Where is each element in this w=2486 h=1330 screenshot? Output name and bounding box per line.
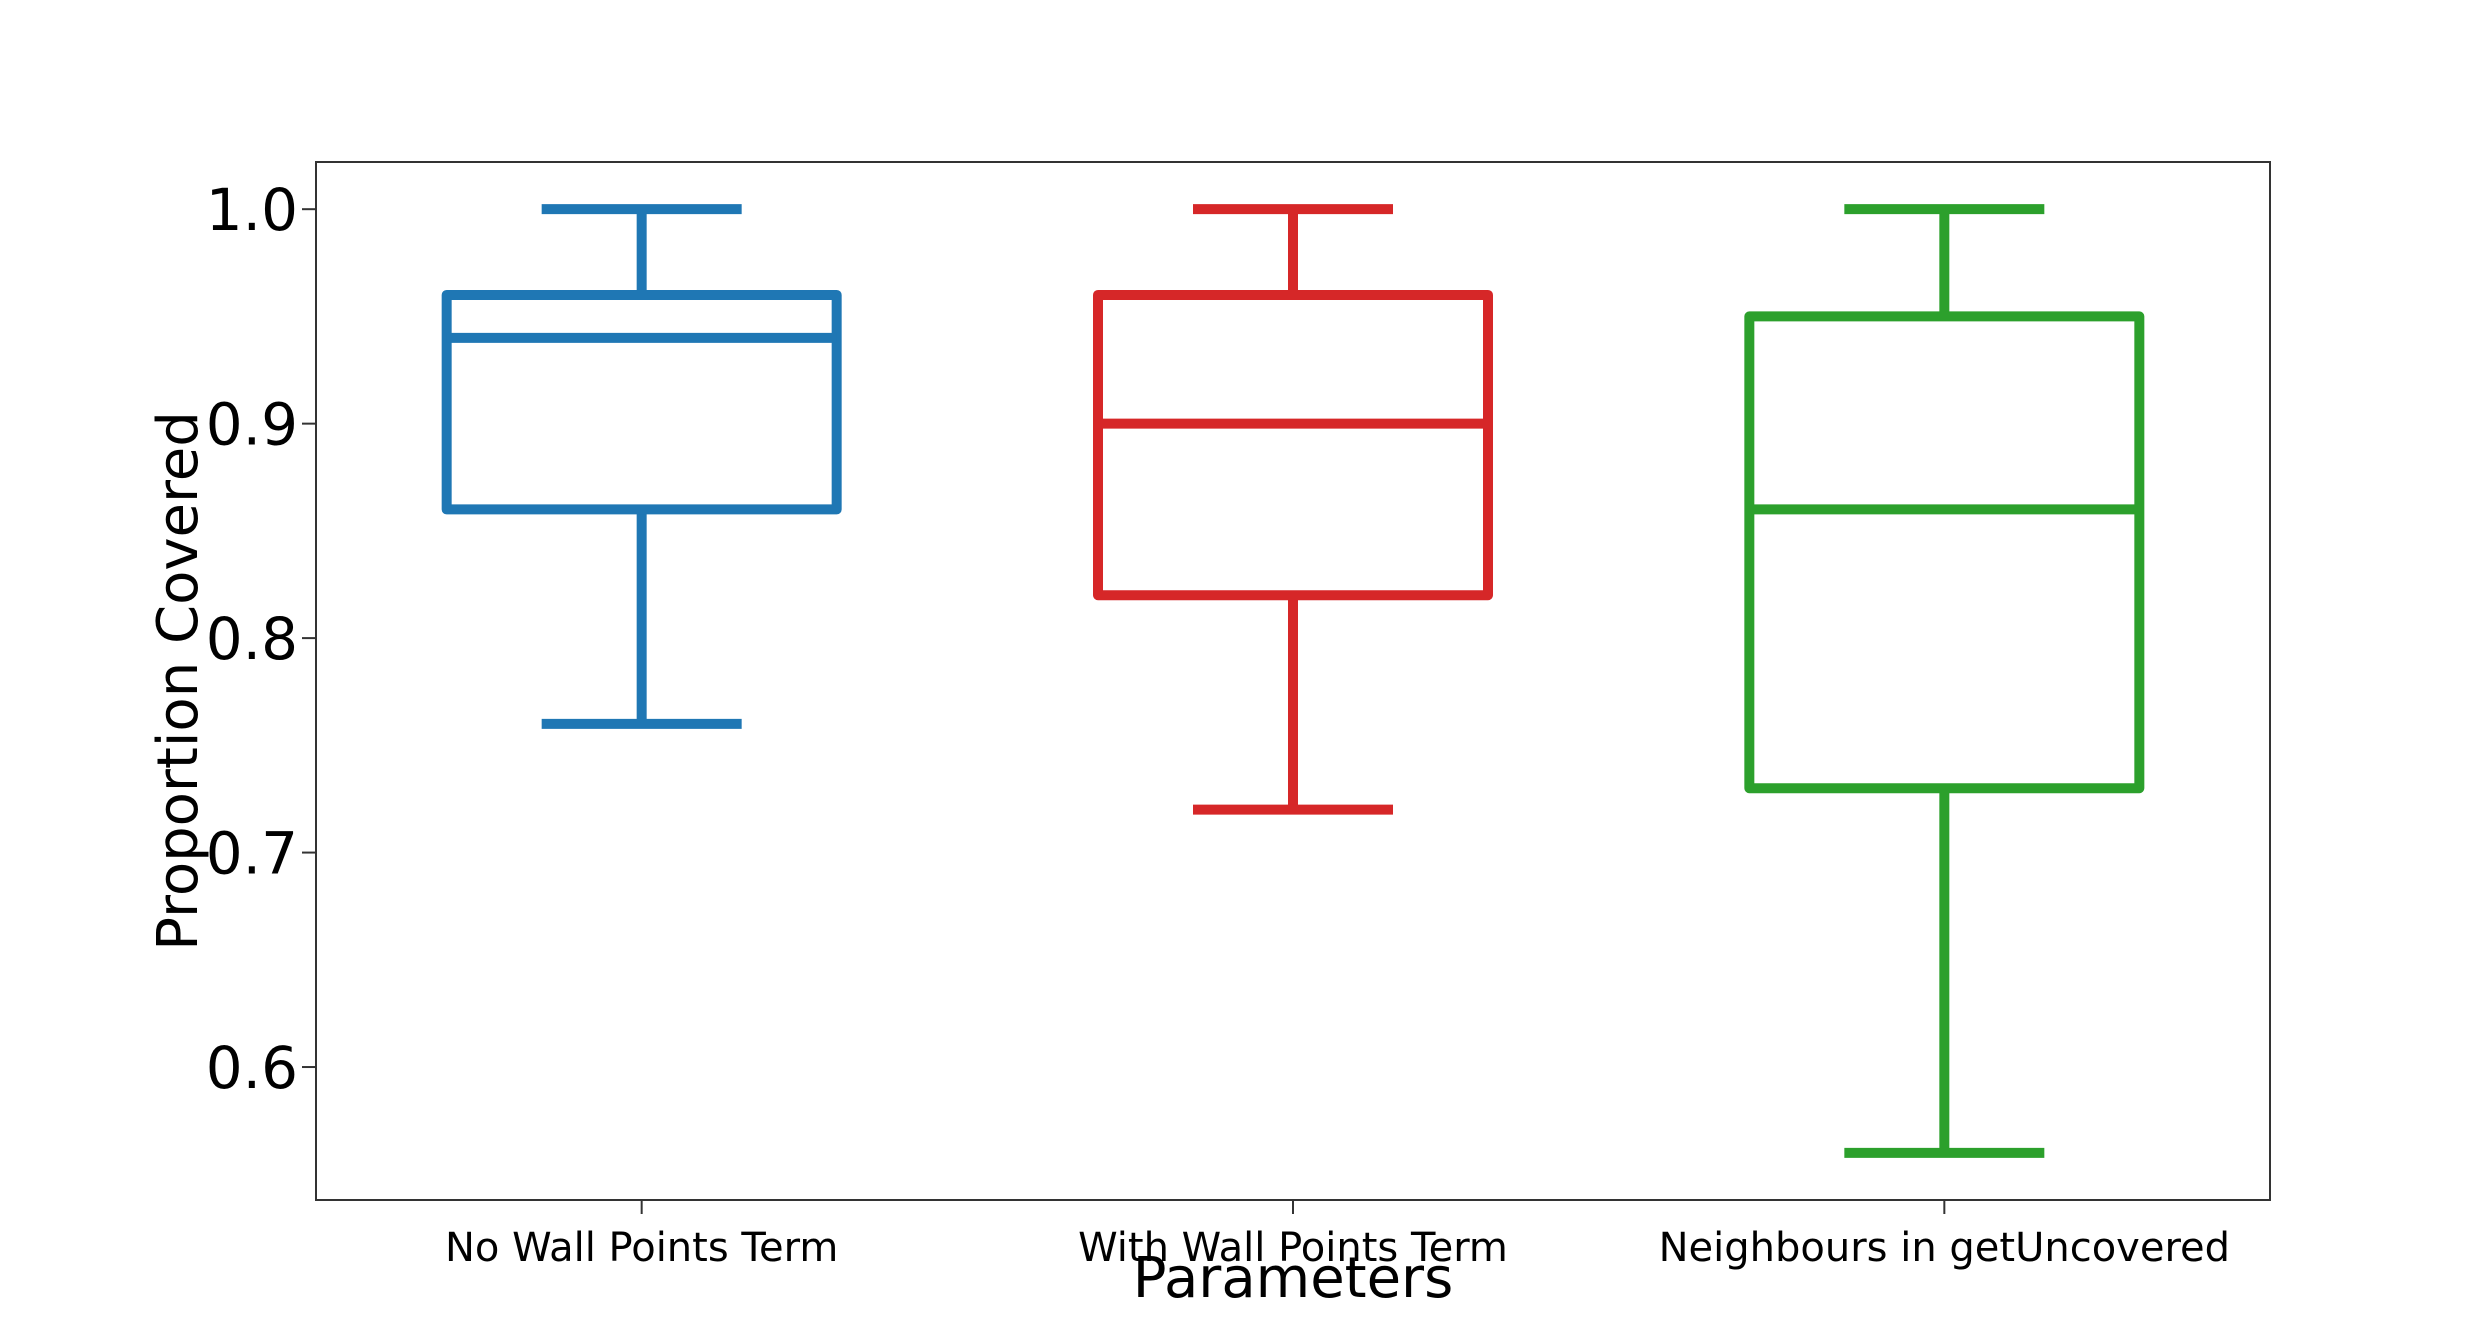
box-2 <box>1093 204 1493 815</box>
y-axis: 0.6 0.7 0.8 0.9 1.0 <box>206 176 316 1102</box>
box-1 <box>441 204 842 729</box>
x-tick-label: Neighbours in getUncovered <box>1659 1225 2230 1271</box>
iqr-box <box>1744 311 2145 794</box>
x-axis-title: Parameters <box>1133 1246 1454 1311</box>
y-tick-label: 0.6 <box>206 1034 298 1102</box>
iqr-box <box>441 289 842 515</box>
box-3 <box>1744 204 2145 1158</box>
x-tick-label: With Wall Points Term <box>1078 1225 1508 1271</box>
y-axis-title: Proportion Covered <box>146 411 211 951</box>
x-axis: No Wall Points Term With Wall Points Term… <box>445 1200 2230 1271</box>
y-tick-label: 0.7 <box>206 820 298 888</box>
boxes-group <box>441 204 2145 1158</box>
x-tick-label: No Wall Points Term <box>445 1225 838 1271</box>
iqr-box <box>1093 289 1493 601</box>
y-tick-label: 0.8 <box>206 605 298 673</box>
y-tick-label: 1.0 <box>206 176 298 244</box>
y-tick-label: 0.9 <box>206 391 298 459</box>
